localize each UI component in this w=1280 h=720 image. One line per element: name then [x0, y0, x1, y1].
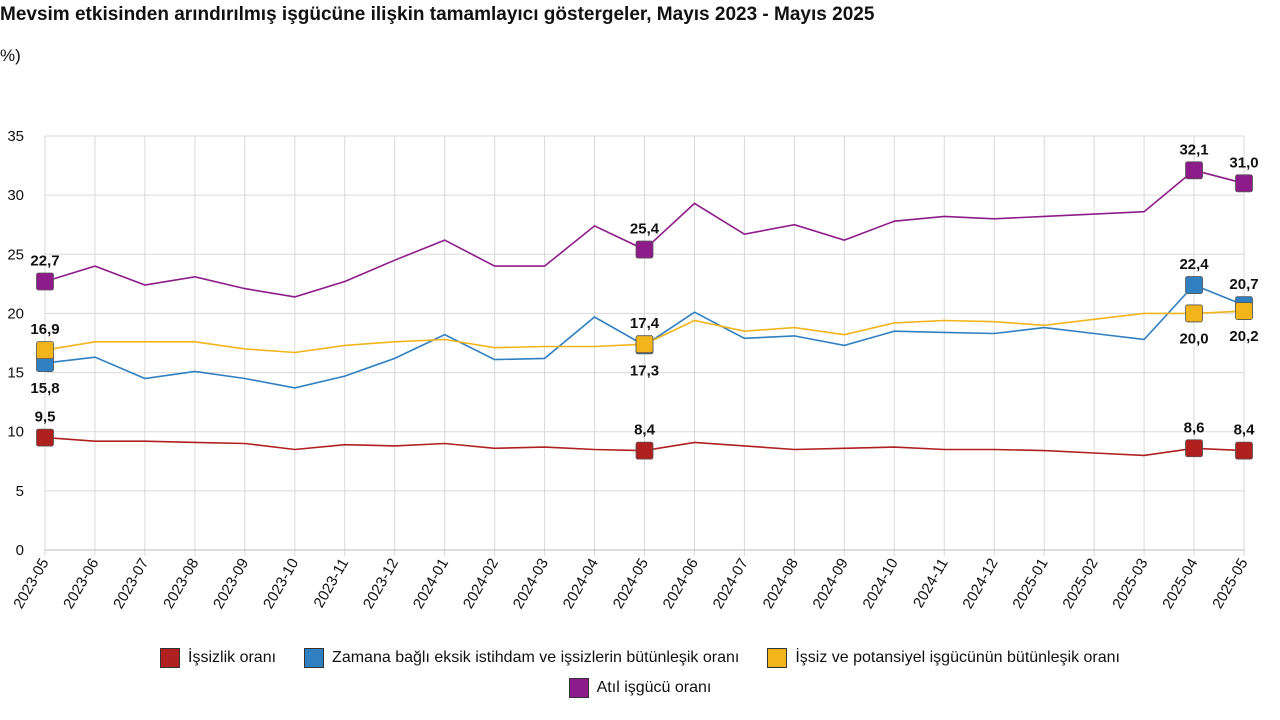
x-tick-label: 2024-05: [610, 556, 652, 612]
y-tick-label: 25: [7, 246, 24, 263]
data-label: 20,2: [1229, 328, 1258, 345]
data-label: 17,4: [630, 315, 660, 332]
legend-label: İşsizlik oranı: [188, 649, 277, 666]
x-tick-label: 2025-01: [1009, 556, 1051, 612]
y-axis-unit-label: %): [0, 46, 21, 65]
x-tick-label: 2025-02: [1059, 556, 1101, 612]
legend-swatch: [568, 678, 589, 698]
data-point-marker: [1235, 441, 1253, 460]
data-point-marker: [36, 428, 54, 447]
data-point-marker: [36, 341, 54, 359]
x-tick-label: 2023-08: [160, 556, 202, 612]
data-point-marker: [1185, 439, 1203, 458]
x-tick-label: 2024-06: [660, 556, 702, 612]
legend-item: İşsiz ve potansiyel işgücünün bütünleşik…: [767, 648, 1120, 668]
legend-label: İşsiz ve potansiyel işgücünün bütünleşik…: [795, 649, 1120, 666]
data-label: 8,4: [634, 422, 656, 439]
data-point-marker: [1185, 161, 1203, 180]
data-point-marker: [635, 240, 654, 259]
legend-item: Zamana bağlı eksik istihdam ve işsizleri…: [304, 648, 739, 668]
data-label: 20,7: [1229, 276, 1258, 293]
data-point-marker: [1185, 276, 1203, 294]
legend-item: İşsizlik oranı: [160, 648, 276, 668]
data-point-marker: [635, 441, 654, 460]
legend-label: Atıl işgücü oranı: [596, 679, 712, 696]
x-tick-label: 2025-05: [1209, 556, 1251, 612]
data-point-marker: [36, 272, 54, 291]
data-label: 16,9: [30, 321, 59, 338]
data-label: 32,1: [1179, 141, 1208, 158]
x-tick-label: 2024-12: [959, 555, 1001, 611]
x-tick-label: 2023-10: [260, 556, 302, 612]
x-tick-label: 2023-09: [210, 556, 252, 612]
y-tick-label: 30: [7, 187, 24, 204]
x-tick-label: 2024-03: [510, 556, 552, 612]
data-label: 9,5: [35, 409, 56, 426]
data-label: 17,3: [630, 362, 659, 379]
x-tick-label: 2024-04: [560, 556, 602, 612]
legend: İşsizlik oranı Zamana bağlı eksik istihda…: [0, 648, 1280, 708]
x-tick-label: 2023-06: [60, 556, 102, 612]
legend-label: Zamana bağlı eksik istihdam ve işsizleri…: [332, 649, 740, 666]
data-label: 8,4: [1234, 422, 1256, 439]
x-tick-label: 2025-04: [1159, 556, 1201, 612]
legend-swatch: [160, 648, 181, 668]
legend-swatch: [304, 648, 325, 668]
data-label: 15,8: [30, 380, 59, 397]
data-point-marker: [635, 335, 654, 354]
x-tick-label: 2023-12: [360, 556, 402, 612]
x-tick-label: 2024-09: [810, 556, 852, 612]
data-point-marker: [1235, 174, 1253, 193]
x-tick-label: 2024-08: [760, 556, 802, 612]
x-tick-label: 2023-05: [10, 556, 52, 612]
data-point-marker: [1235, 302, 1253, 320]
data-label: 22,7: [30, 252, 59, 269]
y-tick-label: 35: [7, 128, 24, 145]
y-tick-label: 5: [16, 483, 24, 500]
x-tick-label: 2023-07: [110, 556, 152, 612]
x-tick-label: 2024-10: [860, 556, 902, 612]
x-tick-label: 2024-02: [460, 556, 502, 612]
legend-swatch: [767, 648, 788, 668]
data-label: 25,4: [630, 221, 660, 238]
chart-title: Mevsim etkisinden arındırılmış işgücüne …: [0, 4, 875, 25]
x-tick-label: 2024-07: [710, 556, 752, 612]
y-tick-label: 20: [7, 305, 24, 322]
x-tick-label: 2025-03: [1109, 556, 1151, 612]
data-label: 20,0: [1179, 330, 1208, 347]
data-label: 8,6: [1184, 419, 1205, 436]
data-label: 31,0: [1229, 154, 1258, 171]
y-tick-label: 0: [16, 542, 24, 559]
x-tick-label: 2023-11: [311, 556, 353, 611]
y-tick-label: 15: [7, 365, 24, 382]
legend-item: Atıl işgücü oranı: [568, 678, 712, 698]
x-tick-label: 2024-01: [410, 556, 452, 612]
data-point-marker: [1185, 304, 1203, 323]
y-tick-label: 10: [7, 424, 24, 441]
data-label: 22,4: [1179, 256, 1209, 273]
x-tick-label: 2024-11: [910, 556, 952, 611]
